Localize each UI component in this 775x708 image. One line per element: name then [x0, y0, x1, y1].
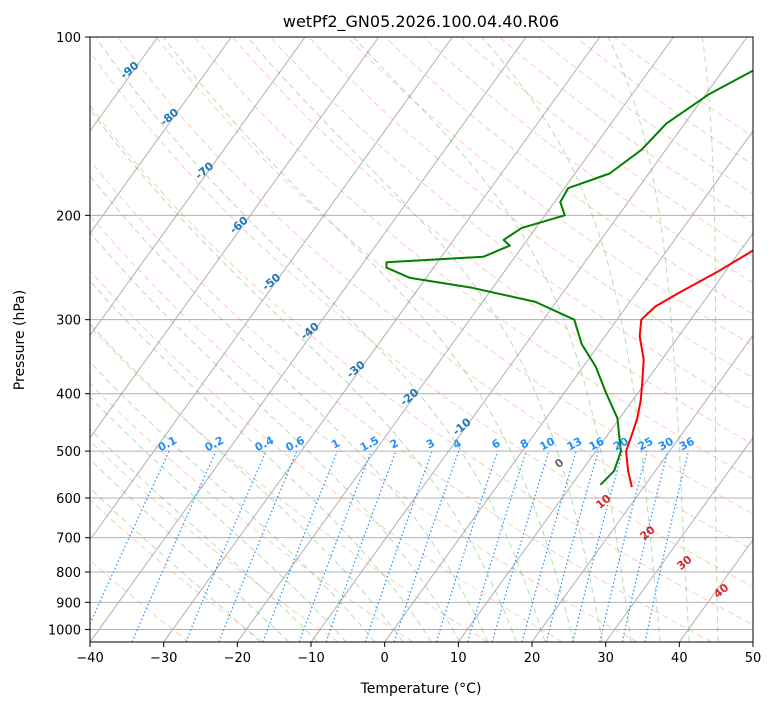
y-tick-label: 700: [56, 532, 81, 547]
isotherm-line: [90, 37, 380, 439]
x-tick-label: −20: [224, 651, 251, 666]
mixing-ratio-line: [364, 450, 433, 642]
isotherm-line: [90, 37, 527, 642]
mixing-ratio-line: [435, 450, 499, 642]
x-axis: −40 −30 −20 −10 0 10 20 30 40 50: [76, 642, 761, 666]
mixing-ratio-label: 25: [636, 435, 656, 454]
dry-adiabat-line: [499, 37, 753, 224]
x-tick-label: 40: [671, 651, 688, 666]
x-tick-label: 50: [745, 651, 762, 666]
isotherm-line: [531, 334, 753, 642]
chart-title: wetPf2_GN05.2026.100.04.40.R06: [283, 12, 559, 32]
moist-adiabat-line: [247, 37, 603, 642]
x-tick-label: 20: [524, 651, 541, 666]
moist-adiabat-line: [352, 37, 632, 642]
moist-adiabat-line: [90, 396, 347, 642]
dry-adiabat-line: [117, 37, 753, 551]
mixing-ratio-line: [572, 450, 624, 642]
isotherm-line: [605, 436, 753, 642]
moist-adiabat-line: [701, 37, 719, 642]
isotherm-line: [163, 37, 601, 642]
isotherm-line: [90, 37, 453, 541]
background-lines: [90, 37, 753, 642]
y-tick-label: 200: [56, 209, 81, 224]
isotherm-line: [384, 130, 753, 642]
isotherm-line: [457, 232, 753, 642]
dry-adiabat-line: [90, 382, 414, 642]
dry-adiabat-line: [346, 37, 753, 347]
mixing-ratio-label: 20: [611, 435, 631, 454]
dry-adiabat-line: [460, 37, 753, 254]
x-tick-label: 30: [597, 651, 614, 666]
dry-adiabat-line: [90, 50, 753, 588]
dry-adiabat-line: [90, 499, 264, 642]
dry-adiabat-line: [232, 37, 753, 445]
mixing-ratio-line: [621, 450, 669, 642]
mixing-ratio-label: 36: [677, 435, 697, 454]
moist-adiabat-line: [90, 361, 376, 642]
y-tick-label: 800: [56, 566, 81, 581]
mixing-ratio-line: [466, 450, 527, 642]
temperature-line: [625, 248, 753, 488]
mixing-ratio-label: 10: [537, 435, 557, 454]
x-axis-title: Temperature (°C): [360, 681, 482, 697]
dry-adiabat-line: [90, 105, 753, 626]
mixing-ratio-line: [599, 450, 648, 642]
y-tick-label: 900: [56, 596, 81, 611]
y-axis-title: Pressure (hPa): [12, 290, 28, 390]
dry-adiabat-line: [537, 37, 753, 195]
isotherm-line: [90, 37, 306, 337]
y-tick-label: 1000: [48, 623, 81, 638]
dry-adiabat-line: [155, 37, 753, 515]
y-tick-label: 100: [56, 31, 81, 46]
x-tick-label: 10: [450, 651, 467, 666]
moist-adiabat-line: [90, 458, 290, 642]
mixing-ratio-line: [325, 450, 397, 642]
mixing-ratio-line: [131, 450, 217, 642]
moist-adiabat-line: [90, 280, 432, 642]
dry-adiabat-line: [575, 37, 753, 166]
mixing-ratio-line: [393, 450, 460, 642]
y-axis: 100 200 300 400 500 600 700 800 900 1000: [48, 31, 90, 638]
dry-adiabat-line: [270, 37, 753, 412]
x-tick-label: 0: [381, 651, 389, 666]
x-tick-label: −30: [150, 651, 177, 666]
isotherm-line: [236, 37, 674, 642]
isotherm-line: [678, 538, 753, 642]
dry-adiabat-line: [90, 214, 638, 642]
mixing-ratio-line: [185, 450, 267, 642]
mixing-ratio-label: 16: [587, 435, 607, 454]
mixing-ratio-label: 30: [656, 435, 676, 454]
moist-adiabat-line: [162, 37, 575, 642]
dry-adiabat-line: [193, 37, 753, 480]
isotherm-line: [90, 37, 232, 235]
y-tick-label: 300: [56, 314, 81, 329]
series-layer: [385, 69, 753, 488]
mixing-ratio-line: [521, 450, 577, 642]
dry-adiabat-line: [90, 159, 712, 642]
isotherm-line: [310, 37, 748, 642]
mixing-ratio-line: [491, 450, 550, 642]
y-tick-label: 500: [56, 445, 81, 460]
mixing-ratio-label: 13: [565, 435, 585, 454]
y-tick-label: 400: [56, 388, 81, 403]
dewpoint-line: [385, 69, 753, 486]
x-tick-label: −40: [76, 651, 103, 666]
moist-adiabat-line: [607, 37, 690, 642]
y-tick-label: 600: [56, 492, 81, 507]
dry-adiabat-line: [90, 325, 488, 642]
mixing-ratio-line: [545, 450, 599, 642]
dry-adiabat-line: [308, 37, 753, 379]
moist-adiabat-line: [90, 231, 461, 642]
moist-adiabat-line: [90, 428, 319, 642]
mixing-ratio-line: [644, 450, 690, 642]
plot-frame: [89, 36, 754, 643]
mixing-ratio-line: [90, 450, 170, 626]
x-tick-label: −10: [297, 651, 324, 666]
moist-adiabat-line: [481, 37, 661, 642]
